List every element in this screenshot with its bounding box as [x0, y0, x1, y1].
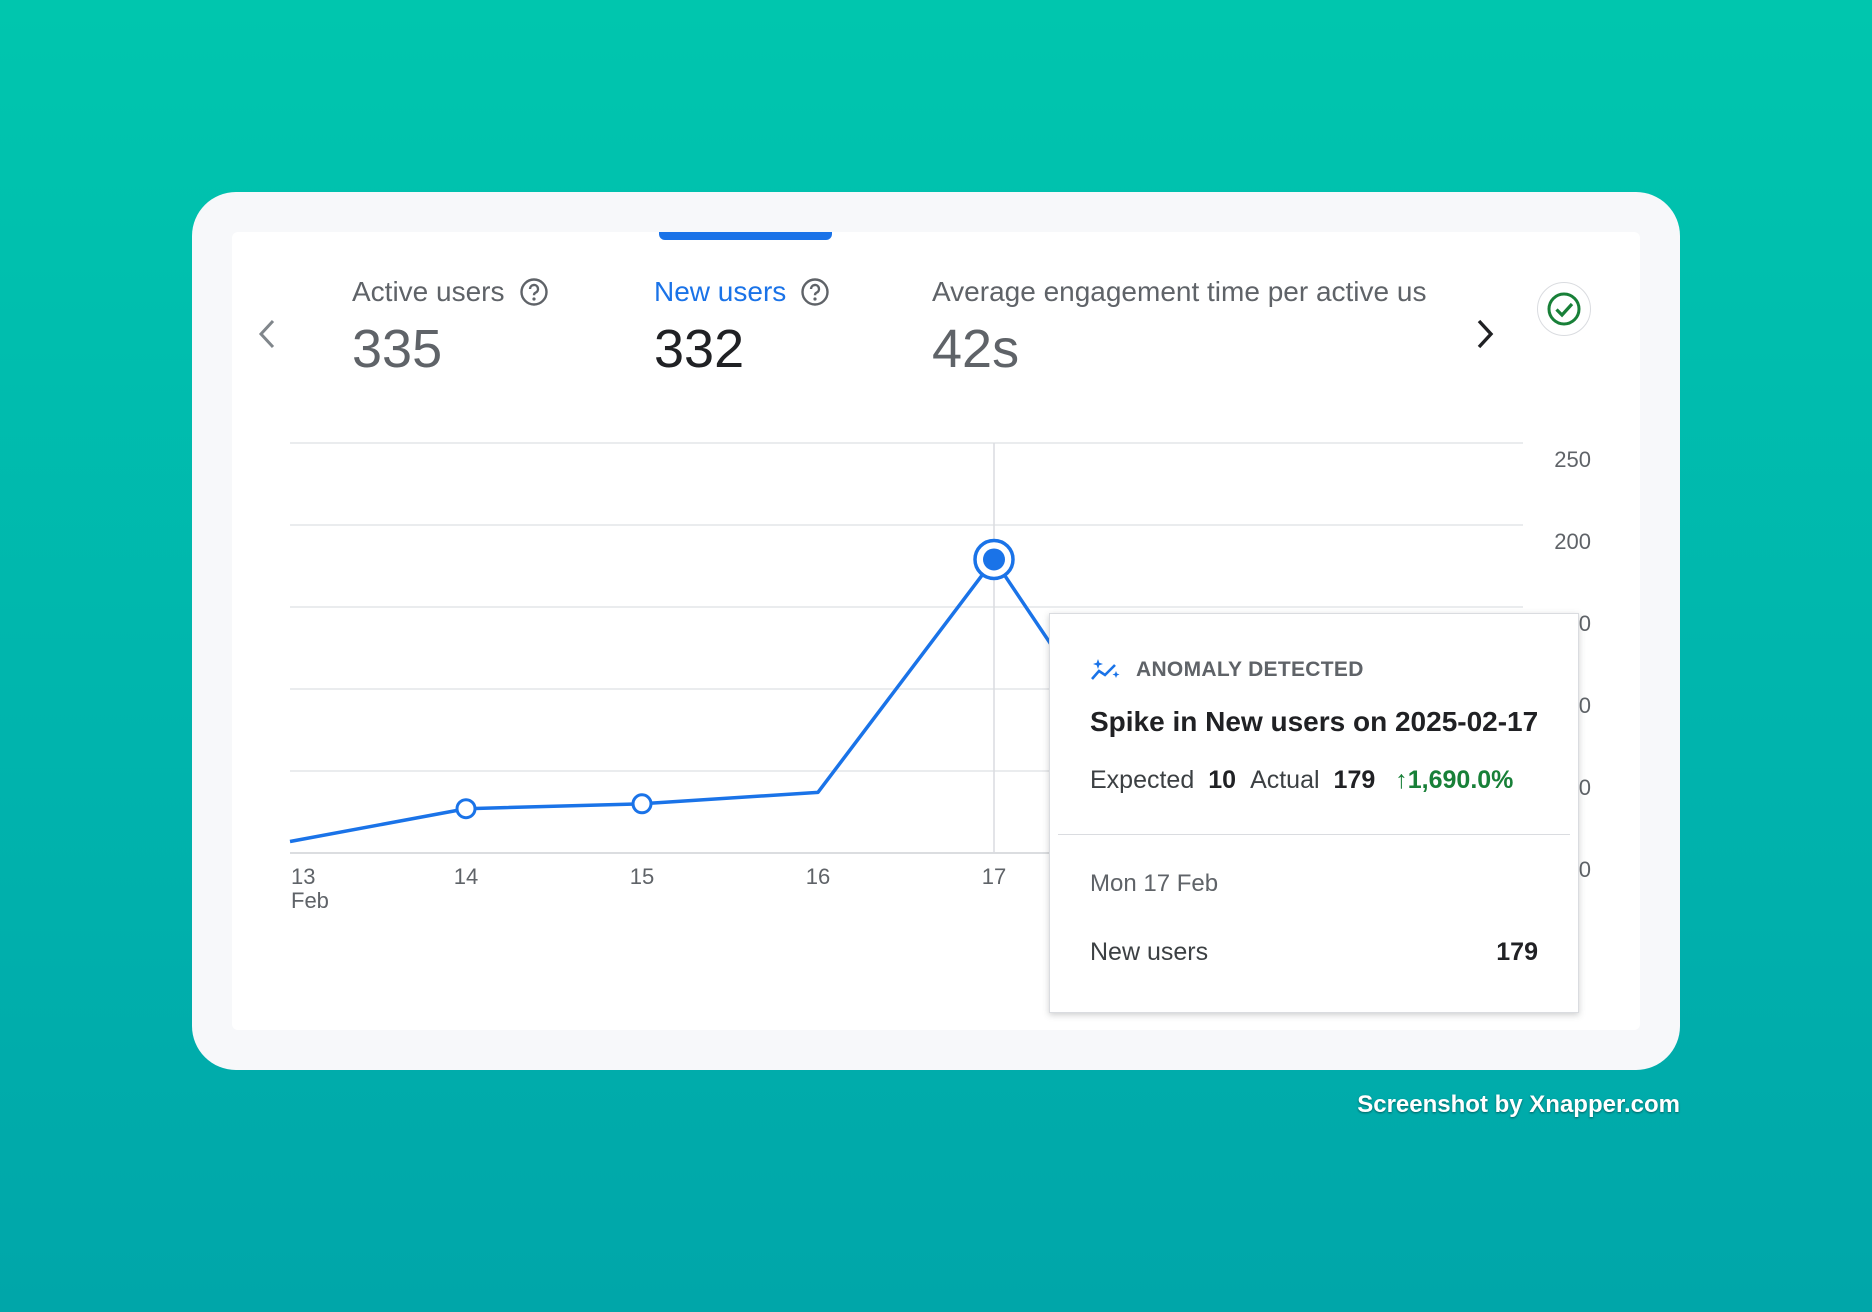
tooltip-divider [1058, 834, 1570, 835]
tab-new-users[interactable]: New users 332 [654, 272, 830, 376]
tooltip-metric-label: New users [1090, 938, 1209, 966]
change-percent: ↑1,690.0% [1395, 766, 1514, 794]
metric-value: 42s [932, 319, 1020, 379]
sparkle-trend-icon [1091, 659, 1120, 680]
anomaly-comparison: Expected 10 Actual 179 ↑1,690.0% [1090, 766, 1513, 795]
anomaly-tooltip: ANOMALY DETECTED Spike in New users on 2… [1049, 613, 1579, 1013]
tab-active-users[interactable]: Active users 335 [352, 272, 549, 376]
metric-label: New users [654, 276, 787, 307]
data-quality-status-button[interactable] [1537, 282, 1591, 336]
metric-label: Average engagement time per active us [932, 276, 1427, 307]
tab-average-engagement-time[interactable]: Average engagement time per active us 42… [932, 272, 1452, 376]
chevron-left-icon [258, 319, 275, 349]
check-circle-icon [1547, 292, 1581, 326]
next-metrics-button[interactable] [1470, 316, 1500, 352]
tooltip-date: Mon 17 Feb [1090, 870, 1219, 897]
metric-label: Active users [352, 276, 505, 307]
active-tab-indicator [659, 232, 832, 240]
actual-value: 179 [1333, 766, 1376, 794]
actual-label: Actual [1250, 766, 1320, 794]
metric-value: 335 [352, 319, 443, 379]
metric-value: 332 [654, 319, 745, 379]
chevron-right-icon [1477, 319, 1494, 349]
anomaly-title: Spike in New users on 2025-02-17 [1090, 706, 1539, 737]
expected-label: Expected [1090, 766, 1195, 794]
anomaly-header: ANOMALY DETECTED [1136, 658, 1364, 681]
help-circle-icon[interactable] [800, 277, 830, 307]
screenshot-credit: Screenshot by Xnapper.com [1357, 1091, 1680, 1118]
previous-metrics-button[interactable] [254, 316, 280, 352]
help-circle-icon[interactable] [519, 277, 549, 307]
tooltip-metric-value: 179 [1496, 938, 1538, 966]
expected-value: 10 [1208, 766, 1237, 794]
